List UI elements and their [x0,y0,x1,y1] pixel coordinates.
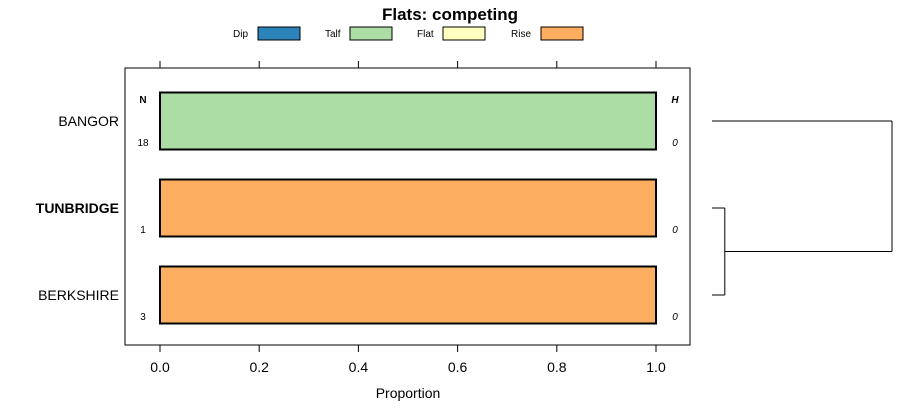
legend-swatch-flat [442,26,486,41]
category-labels: BANGOR TUNBRIDGE BERKSHIRE [36,113,119,303]
bar-tunbridge-rise [159,178,657,238]
legend-label-talf: Talf [325,29,341,40]
bar-berkshire-rise [159,265,657,325]
chart-title: Flats: competing [382,5,518,24]
x-tick-label-3: 0.6 [448,359,468,375]
n-value-berkshire: 3 [140,312,146,323]
h-value-tunbridge: 0 [672,225,678,236]
h-value-berkshire: 0 [672,312,678,323]
dendrogram [712,120,893,296]
x-axis-label: Proportion [376,385,441,401]
x-axis: 0.0 0.2 0.4 0.6 0.8 1.0 [150,61,666,375]
legend-label-rise: Rise [511,29,531,40]
n-column-header: N [139,95,146,106]
n-value-tunbridge: 1 [140,225,146,236]
legend-swatch-talf [349,26,393,41]
x-tick-label-5: 1.0 [646,359,666,375]
n-value-bangor: 18 [137,138,149,149]
category-label-berkshire: BERKSHIRE [38,287,119,303]
category-label-tunbridge: TUNBRIDGE [36,200,119,216]
legend-label-dip: Dip [233,29,248,40]
h-value-bangor: 0 [672,138,678,149]
x-tick-label-1: 0.2 [249,359,269,375]
panel-frame [124,67,691,346]
x-tick-label-0: 0.0 [150,359,170,375]
x-tick-label-4: 0.8 [547,359,567,375]
category-label-bangor: BANGOR [58,113,119,129]
bars [159,91,657,325]
x-tick-label-2: 0.4 [349,359,369,375]
legend-swatch-rise [540,26,584,41]
h-column-header: H [671,95,679,106]
legend-label-flat: Flat [417,29,434,40]
side-annotations: N H 18 0 1 0 3 0 [137,95,679,323]
legend: Dip Talf Flat Rise [233,26,584,41]
legend-swatch-dip [257,26,301,41]
bar-bangor-talf [159,91,657,151]
